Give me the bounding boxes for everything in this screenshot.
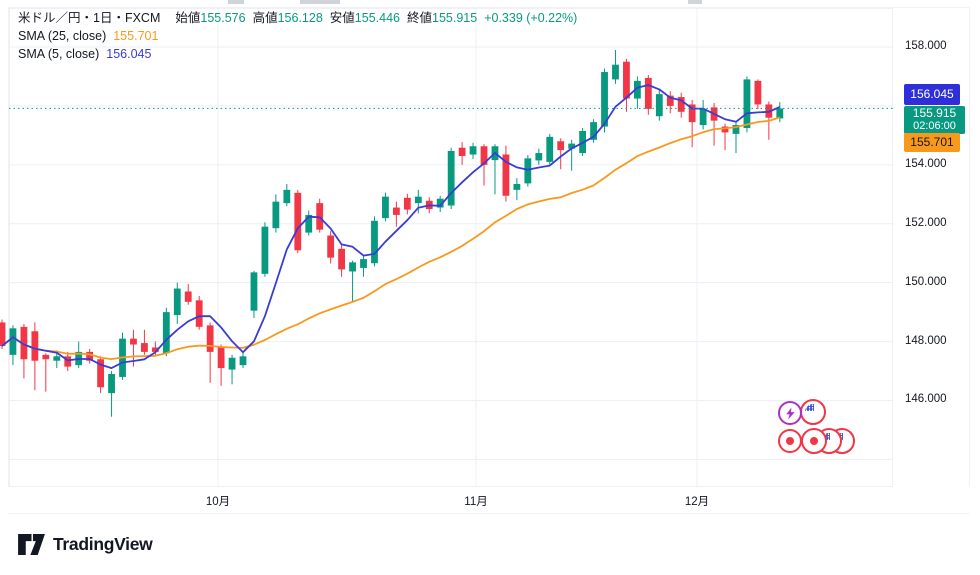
price-axis-label: 158.000 bbox=[905, 40, 947, 52]
last-price-badge: 155.915 02:06:00 bbox=[904, 106, 965, 134]
cropped-text-artifact bbox=[300, 0, 340, 4]
cropped-text-artifact bbox=[688, 0, 702, 4]
open-value: 155.576 bbox=[200, 11, 246, 25]
us-flag-event-icon[interactable] bbox=[800, 399, 826, 425]
sma25-legend-row[interactable]: SMA (25, close) 155.701 bbox=[18, 28, 577, 45]
close-value: 155.915 bbox=[432, 11, 478, 25]
open-label: 始値 bbox=[175, 11, 201, 25]
time-axis-month-label: 12月 bbox=[684, 496, 710, 508]
symbol-legend-row[interactable]: 米ドル／円・1日・FXCM 始値155.576 高値156.128 安値155.446… bbox=[18, 10, 577, 27]
sma5-legend-row[interactable]: SMA (5, close) 156.045 bbox=[18, 46, 577, 63]
price-axis-label: 148.000 bbox=[905, 334, 947, 347]
high-label: 高値 bbox=[252, 11, 278, 25]
economic-event-lightning-icon[interactable] bbox=[778, 401, 802, 425]
sma5-label: SMA (5, close) bbox=[18, 47, 100, 61]
sma25-label: SMA (25, close) bbox=[18, 29, 107, 43]
price-axis-label: 152.000 bbox=[905, 216, 947, 229]
japan-flag-icon bbox=[782, 433, 798, 449]
price-axis-label: 150.000 bbox=[905, 275, 947, 288]
sma5-value: 156.045 bbox=[106, 47, 152, 61]
last-price-value: 155.915 bbox=[912, 106, 957, 120]
us-flag-icon bbox=[805, 404, 821, 420]
price-axis-label: 146.000 bbox=[905, 393, 947, 406]
change-value: +0.339 (+0.22%) bbox=[484, 11, 578, 25]
time-axis-month-label: 11月 bbox=[464, 496, 488, 508]
low-value: 155.446 bbox=[354, 11, 400, 25]
low-label: 安値 bbox=[329, 11, 355, 25]
tradingview-logo-icon bbox=[18, 533, 45, 556]
time-axis-month-label: 10月 bbox=[205, 496, 231, 508]
time-axis[interactable]: 10月 11月 12月 bbox=[0, 487, 980, 513]
tradingview-logo[interactable]: TradingView bbox=[17, 533, 153, 556]
japan-flag-event-icon[interactable] bbox=[778, 429, 802, 453]
bar-countdown: 02:06:00 bbox=[913, 120, 956, 132]
sma25-price-badge: 155.701 bbox=[904, 133, 960, 152]
japan-flag-event-icon[interactable] bbox=[801, 428, 827, 454]
japan-flag-icon bbox=[806, 433, 822, 449]
high-value: 156.128 bbox=[277, 11, 323, 25]
sma5-price-badge: 156.045 bbox=[904, 84, 960, 105]
brand-name: TradingView bbox=[53, 534, 153, 554]
lightning-bolt-icon bbox=[785, 406, 795, 420]
chart-legend: 米ドル／円・1日・FXCM 始値155.576 高値156.128 安値155.446… bbox=[18, 10, 577, 64]
price-axis[interactable]: 158.000 154.000 152.000 150.000 148.000 146.0… bbox=[893, 8, 969, 513]
price-axis-label: 154.000 bbox=[905, 157, 947, 170]
sma25-value: 155.701 bbox=[113, 29, 159, 43]
cropped-text-artifact bbox=[228, 0, 244, 4]
close-label: 終値 bbox=[406, 11, 432, 25]
symbol-title[interactable]: 米ドル／円・1日・FXCM bbox=[18, 11, 161, 25]
